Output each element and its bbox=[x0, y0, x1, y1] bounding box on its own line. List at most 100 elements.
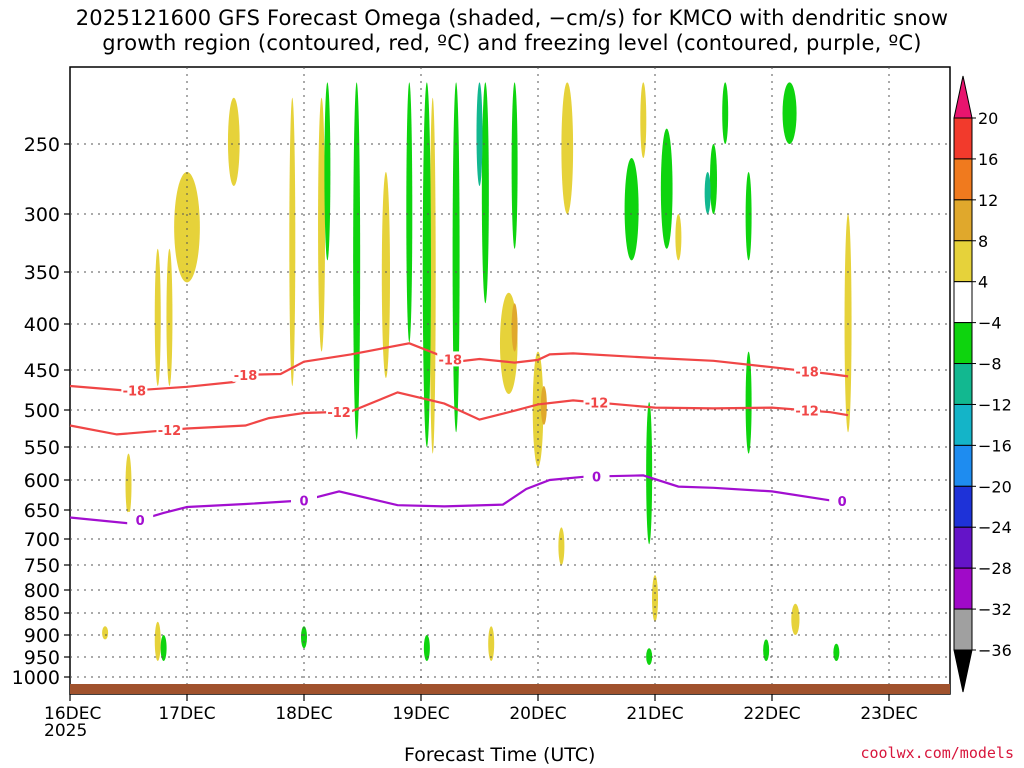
omega-blob-38 bbox=[423, 635, 430, 661]
colorbar-label-13: −36 bbox=[978, 641, 1012, 660]
omega-blob-10 bbox=[561, 82, 574, 214]
omega-blob-18 bbox=[844, 214, 852, 433]
omega-blob-34 bbox=[646, 402, 653, 545]
colorbar-box-1 bbox=[953, 158, 973, 201]
omega-blob-28 bbox=[624, 158, 639, 261]
omega-blob-13 bbox=[102, 626, 109, 640]
colorbar-label-10: −24 bbox=[978, 518, 1012, 537]
colorbar-box-10 bbox=[953, 526, 973, 569]
omega-blob-22 bbox=[353, 82, 361, 440]
omega-blob-24 bbox=[422, 82, 431, 447]
colorbar-box-7 bbox=[953, 403, 973, 446]
omega-blob-23 bbox=[406, 82, 413, 343]
omega-blob-15 bbox=[558, 527, 565, 565]
omega-blob-33 bbox=[745, 172, 752, 261]
ytick-label-350: 350 bbox=[24, 262, 60, 284]
terrain-strip bbox=[70, 684, 950, 694]
xtick-label-20DEC: 20DEC bbox=[509, 704, 566, 724]
xtick-label-17DEC: 17DEC bbox=[158, 704, 215, 724]
colorbar-box-0 bbox=[953, 117, 973, 160]
title-line-2: growth region (contoured, red, ºC) and f… bbox=[102, 31, 922, 55]
omega-blob-20 bbox=[488, 626, 495, 661]
colorbar-label-11: −28 bbox=[978, 559, 1012, 578]
colorbar-label-8: −16 bbox=[978, 436, 1012, 455]
colorbar-label-0: 20 bbox=[978, 109, 998, 128]
xtick-label-21DEC: 21DEC bbox=[626, 704, 683, 724]
omega-blob-17 bbox=[675, 214, 682, 261]
omega-blob-26 bbox=[481, 82, 489, 304]
ytick-label-300: 300 bbox=[24, 204, 60, 226]
x-axis-label: Forecast Time (UTC) bbox=[404, 744, 596, 766]
omega-blob-14 bbox=[154, 621, 161, 662]
omega-blob-32 bbox=[722, 82, 729, 144]
xtick-label-18DEC: 18DEC bbox=[275, 704, 332, 724]
contour-label-bg-2-0 bbox=[127, 511, 154, 527]
omega-blob-31 bbox=[782, 82, 797, 144]
omega-blob-19 bbox=[791, 603, 800, 636]
contour-label-0-1: -18 bbox=[234, 369, 258, 384]
contour-line-1 bbox=[69, 391, 849, 436]
omega-blob-44 bbox=[511, 303, 518, 352]
colorbar-label-7: −12 bbox=[978, 395, 1012, 414]
contour-label-bg-0-3 bbox=[794, 363, 821, 379]
colorbar-label-1: 16 bbox=[978, 150, 998, 169]
omega-blob-30 bbox=[709, 144, 718, 214]
omega-blob-0 bbox=[174, 172, 200, 283]
contour-label-0-0: -18 bbox=[123, 384, 147, 399]
ytick-label-450: 450 bbox=[24, 360, 60, 382]
colorbar-bottom-arrow bbox=[953, 649, 973, 693]
colorbar-box-2 bbox=[953, 199, 973, 242]
omega-blob-40 bbox=[833, 643, 840, 662]
contour-label-bg-2-1 bbox=[291, 492, 317, 508]
ytick-label-600: 600 bbox=[24, 470, 60, 492]
contour-label-2-2: 0 bbox=[592, 470, 601, 485]
xtick-label-22DEC: 22DEC bbox=[743, 704, 800, 724]
ytick-label-550: 550 bbox=[24, 437, 60, 459]
colorbar-label-9: −20 bbox=[978, 477, 1012, 496]
contour-label-bg-1-3 bbox=[794, 402, 821, 418]
colorbar-label-2: 12 bbox=[978, 191, 998, 210]
colorbar-label-3: 8 bbox=[978, 232, 988, 251]
colorbar-label-5: −4 bbox=[978, 314, 1002, 333]
contour-label-1-1: -12 bbox=[327, 406, 351, 421]
omega-blob-16 bbox=[652, 575, 658, 622]
xtick-label-19DEC: 19DEC bbox=[392, 704, 449, 724]
contour-label-2-0: 0 bbox=[136, 514, 145, 529]
xtick-label-23DEC: 23DEC bbox=[860, 704, 917, 724]
omega-blob-1 bbox=[154, 248, 161, 386]
omega-blob-43 bbox=[704, 172, 711, 214]
contour-label-1-3: -12 bbox=[795, 404, 819, 419]
ytick-label-800: 800 bbox=[24, 580, 60, 602]
colorbar-box-11 bbox=[953, 567, 973, 610]
omega-blob-41 bbox=[646, 648, 653, 665]
contour-label-2-3: 0 bbox=[838, 495, 847, 510]
ytick-label-850: 850 bbox=[24, 603, 60, 625]
contour-label-bg-1-0 bbox=[156, 421, 183, 437]
contour-label-bg-0-2 bbox=[437, 351, 464, 367]
colorbar-box-9 bbox=[953, 485, 973, 528]
ytick-label-900: 900 bbox=[24, 625, 60, 647]
colorbar-label-12: −32 bbox=[978, 600, 1012, 619]
omega-blob-3 bbox=[227, 97, 240, 186]
contour-label-1-0: -12 bbox=[158, 424, 182, 439]
omega-blob-12 bbox=[125, 453, 132, 516]
omega-blob-5 bbox=[318, 97, 326, 352]
contour-label-bg-2-2 bbox=[583, 468, 610, 484]
xtick-label-16DEC: 16DEC bbox=[44, 704, 101, 724]
omega-blob-6 bbox=[381, 172, 390, 378]
omega-shading bbox=[102, 82, 852, 665]
omega-blob-35 bbox=[745, 351, 752, 454]
colorbar-box-3 bbox=[953, 240, 973, 283]
credit-link[interactable]: coolwx.com/models bbox=[860, 744, 1014, 762]
ytick-label-650: 650 bbox=[24, 500, 60, 522]
colorbar-box-5 bbox=[953, 322, 973, 365]
ytick-label-400: 400 bbox=[24, 314, 60, 336]
chart-title: 2025121600 GFS Forecast Omega (shaded, −… bbox=[0, 6, 1024, 56]
colorbar-box-4 bbox=[953, 281, 973, 324]
omega-blob-11 bbox=[640, 82, 647, 158]
colorbar-label-4: 4 bbox=[978, 273, 988, 292]
omega-blob-2 bbox=[166, 248, 173, 386]
contour-label-bg-2-3 bbox=[829, 493, 856, 509]
omega-blob-4 bbox=[289, 97, 296, 386]
